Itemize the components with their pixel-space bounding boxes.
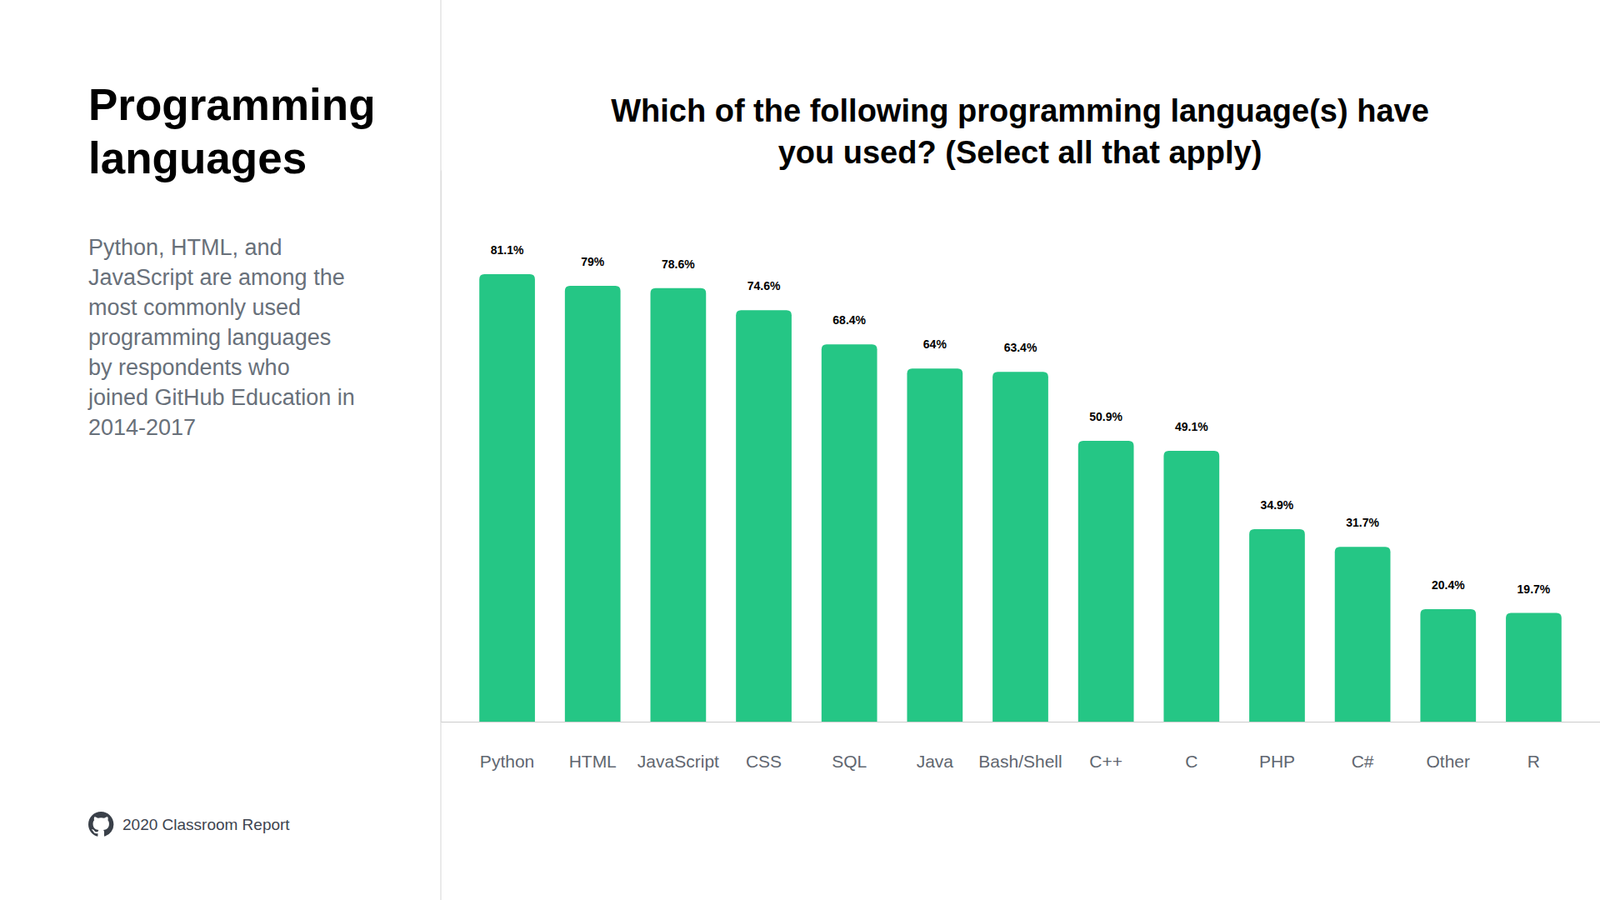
x-tick: C <box>1185 751 1198 771</box>
page-description: most commonly used <box>88 295 301 320</box>
github-icon <box>88 811 114 837</box>
bar <box>821 344 878 722</box>
chart-title: Which of the following programming langu… <box>610 93 1430 129</box>
page-description: Python, HTML, and <box>88 235 283 260</box>
page-description: programming languages <box>88 325 331 350</box>
bar <box>992 371 1049 722</box>
data-labels: 81.1% 79% 78.6% 74.6% 68.4% 64% 63.4% 50.9% 49.1… <box>490 243 1551 595</box>
data-label: 64% <box>923 337 948 351</box>
x-tick-label: Bash/Shell <box>978 751 1062 771</box>
x-tick: R <box>1527 751 1540 771</box>
x-axis-line <box>441 721 1600 723</box>
page-description: by respondents who <box>88 355 290 380</box>
data-label: 81.1% <box>490 243 525 257</box>
bar <box>1249 529 1305 722</box>
bar <box>1505 613 1562 722</box>
y-axis-line <box>440 170 442 723</box>
x-tick-label: Other <box>1426 751 1471 771</box>
data-label: 34.9% <box>1260 498 1295 512</box>
data-label: 49.1% <box>1175 420 1209 434</box>
bar <box>479 274 535 722</box>
bar <box>735 310 792 722</box>
bar <box>906 368 963 722</box>
data-label: 78.6% <box>661 257 695 271</box>
page-description: joined GitHub Education in <box>87 385 355 410</box>
page-footer: 2020 Classroom Report <box>122 815 290 834</box>
chart-title: you used? (Select all that apply) <box>778 135 1263 170</box>
x-tick-label: SQL <box>831 751 867 771</box>
bar <box>1163 450 1220 722</box>
x-tick-label: R <box>1527 751 1540 771</box>
x-tick-label: JavaScript <box>637 751 720 771</box>
x-tick: Java <box>916 751 955 771</box>
x-tick: JavaScript <box>637 751 720 771</box>
x-tick-label: HTML <box>569 751 617 771</box>
divider <box>440 0 441 900</box>
x-tick: CSS <box>745 751 782 771</box>
page-description: JavaScript are among the <box>88 265 345 290</box>
page-heading: languages <box>88 133 307 183</box>
x-tick-label: CSS <box>745 751 782 771</box>
x-tick: HTML <box>569 751 617 771</box>
x-tick-label: C <box>1185 751 1198 771</box>
x-tick: Python <box>480 751 535 771</box>
x-tick: PHP <box>1259 751 1295 771</box>
bar <box>1335 546 1391 722</box>
x-tick: SQL <box>831 751 867 771</box>
bar <box>650 288 707 722</box>
bar <box>1078 440 1135 722</box>
page-description: 2014-2017 <box>88 415 196 440</box>
x-tick: Other <box>1426 751 1471 771</box>
x-tick-label: Python <box>480 751 535 771</box>
x-tick: C++ <box>1089 751 1123 771</box>
x-tick-label: C++ <box>1089 751 1123 771</box>
data-label: 63.4% <box>1004 340 1038 355</box>
x-tick-label: C# <box>1351 751 1375 771</box>
data-label: 68.4% <box>832 313 866 327</box>
data-label: 74.6% <box>747 279 781 293</box>
page-heading: Programming <box>88 80 376 130</box>
x-tick-label: Java <box>916 751 955 771</box>
bar <box>565 285 621 722</box>
data-label: 20.4% <box>1431 578 1465 592</box>
bar <box>1420 609 1476 722</box>
data-label: 79% <box>580 255 605 269</box>
bars <box>479 274 1562 722</box>
chart-root: Programminglanguages Python, HTML, and Jav… <box>0 0 1600 900</box>
x-axis: Python HTML JavaScript CSS SQL Java Bash/Shell… <box>441 722 1600 771</box>
x-tick: Bash/Shell <box>978 751 1062 771</box>
x-tick-label: PHP <box>1259 751 1295 771</box>
data-label: 31.7% <box>1345 515 1380 530</box>
data-label: 19.7% <box>1517 582 1551 596</box>
x-tick: C# <box>1351 751 1375 771</box>
data-label: 50.9% <box>1089 410 1123 424</box>
y-axis <box>440 170 442 723</box>
